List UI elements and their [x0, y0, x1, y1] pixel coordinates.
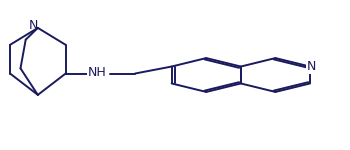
Text: N: N: [29, 19, 38, 32]
Text: NH: NH: [88, 66, 106, 79]
Text: N: N: [307, 60, 316, 73]
